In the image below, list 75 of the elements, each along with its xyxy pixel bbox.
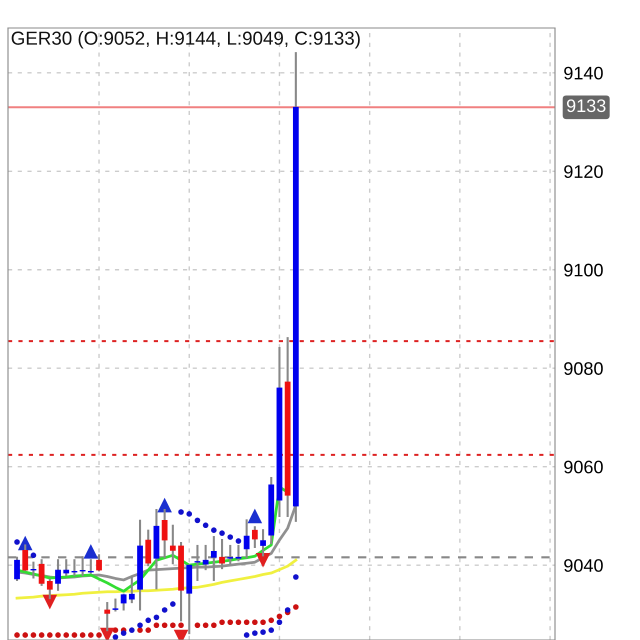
point bbox=[72, 632, 78, 638]
point bbox=[219, 619, 225, 626]
point bbox=[30, 552, 36, 558]
point bbox=[293, 604, 299, 610]
point bbox=[236, 538, 242, 544]
point bbox=[162, 622, 168, 628]
point bbox=[276, 614, 282, 620]
y-tick-label: 9120 bbox=[564, 165, 603, 178]
point bbox=[186, 511, 192, 517]
point bbox=[88, 632, 94, 638]
point bbox=[244, 632, 250, 638]
ref-line-label: 9133 bbox=[566, 99, 606, 112]
point bbox=[178, 509, 184, 515]
candlestick bbox=[236, 544, 242, 562]
point bbox=[256, 552, 270, 568]
point bbox=[162, 607, 168, 613]
point bbox=[55, 632, 61, 638]
point bbox=[236, 619, 242, 626]
point bbox=[170, 601, 176, 607]
candlestick bbox=[260, 529, 266, 556]
point bbox=[211, 527, 217, 533]
point bbox=[145, 618, 152, 624]
point bbox=[14, 632, 20, 638]
point bbox=[84, 544, 98, 559]
point bbox=[80, 632, 86, 638]
point bbox=[96, 632, 102, 638]
point bbox=[244, 619, 250, 626]
point bbox=[202, 522, 208, 528]
point bbox=[63, 632, 70, 638]
point bbox=[145, 627, 152, 633]
point bbox=[293, 574, 299, 580]
annotation: GER30 (O:9052, H:9144, L:9049, C:9133) bbox=[12, 31, 360, 49]
point bbox=[129, 627, 135, 633]
point bbox=[268, 618, 274, 624]
point bbox=[194, 622, 200, 628]
point bbox=[47, 632, 53, 638]
point bbox=[137, 627, 143, 633]
y-tick-label: 9080 bbox=[564, 362, 603, 375]
point bbox=[157, 498, 172, 512]
candlestick bbox=[46, 578, 53, 600]
candlestick bbox=[112, 598, 118, 612]
point bbox=[211, 622, 217, 628]
point bbox=[30, 632, 36, 638]
point bbox=[202, 622, 208, 628]
point bbox=[170, 622, 176, 628]
y-tick-label: 9100 bbox=[564, 264, 603, 276]
candlestick bbox=[30, 562, 36, 579]
point bbox=[14, 539, 20, 545]
y-tick-label: 9060 bbox=[564, 460, 603, 474]
point bbox=[219, 530, 225, 536]
point bbox=[112, 634, 118, 640]
point bbox=[227, 619, 234, 626]
candlestick bbox=[104, 602, 110, 632]
candlestick bbox=[252, 526, 258, 548]
point bbox=[22, 632, 28, 638]
point bbox=[194, 518, 200, 524]
point bbox=[252, 630, 258, 636]
point bbox=[260, 619, 266, 626]
point bbox=[137, 622, 143, 628]
point bbox=[227, 534, 234, 540]
point bbox=[248, 508, 262, 524]
point bbox=[252, 619, 258, 626]
point bbox=[38, 632, 44, 638]
y-tick-label: 9040 bbox=[564, 559, 603, 572]
candlestick bbox=[120, 594, 127, 611]
point bbox=[178, 622, 184, 628]
y-tick-label: 9140 bbox=[564, 66, 603, 80]
candlestick bbox=[88, 559, 94, 574]
point bbox=[276, 619, 282, 626]
point bbox=[120, 630, 126, 636]
point bbox=[154, 622, 160, 628]
point bbox=[284, 607, 290, 613]
point bbox=[260, 629, 266, 635]
point bbox=[268, 627, 274, 633]
point bbox=[154, 614, 160, 620]
